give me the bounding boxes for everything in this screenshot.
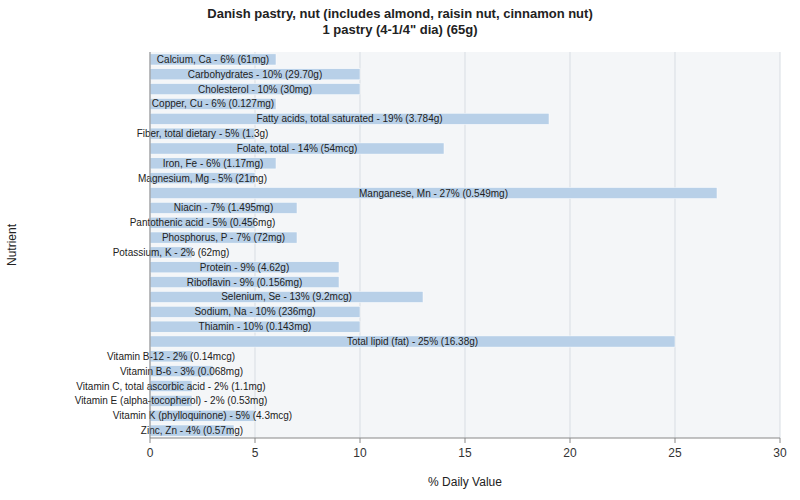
category-label: Phosphorus, P - 7% (72mg) — [162, 232, 285, 243]
category-label: Folate, total - 14% (54mcg) — [237, 143, 358, 154]
y-axis-line — [150, 52, 151, 438]
category-label: Cholesterol - 10% (30mg) — [198, 84, 312, 95]
x-tick-label: 20 — [563, 446, 577, 460]
category-label: Riboflavin - 9% (0.156mg) — [187, 277, 303, 288]
bar — [150, 84, 360, 95]
bar — [150, 54, 276, 65]
category-label: Potassium, K - 2% (62mg) — [113, 247, 230, 258]
bar — [150, 336, 675, 347]
category-label: Niacin - 7% (1.495mg) — [174, 202, 273, 213]
x-tick-label: 0 — [147, 446, 154, 460]
grid-line — [570, 52, 571, 438]
category-label: Fatty acids, total saturated - 19% (3.78… — [256, 113, 442, 124]
category-label: Fiber, total dietary - 5% (1.3g) — [137, 128, 269, 139]
x-axis-label: % Daily Value — [428, 475, 502, 489]
category-label: Total lipid (fat) - 25% (16.38g) — [347, 336, 478, 347]
x-tick — [465, 438, 466, 443]
bar — [150, 277, 339, 288]
grid-line — [150, 52, 151, 438]
category-label: Vitamin C, total ascorbic acid - 2% (1.1… — [76, 381, 265, 392]
category-label: Protein - 9% (4.62g) — [200, 262, 290, 273]
bar — [150, 306, 360, 317]
grid-line — [360, 52, 361, 438]
category-label: Sodium, Na - 10% (236mg) — [194, 306, 315, 317]
category-label: Magnesium, Mg - 5% (21mg) — [138, 173, 267, 184]
category-label: Selenium, Se - 13% (9.2mcg) — [221, 291, 352, 302]
x-tick-label: 30 — [773, 446, 787, 460]
bar — [150, 262, 339, 273]
category-label: Vitamin K (phylloquinone) - 5% (4.3mcg) — [113, 410, 292, 421]
category-label: Vitamin B-12 - 2% (0.14mcg) — [107, 351, 235, 362]
category-label: Vitamin B-6 - 3% (0.068mg) — [120, 366, 243, 377]
bar — [150, 98, 276, 109]
grid-line — [465, 52, 466, 438]
x-tick-label: 25 — [668, 446, 682, 460]
bar — [150, 291, 423, 302]
category-label: Manganese, Mn - 27% (0.549mg) — [359, 188, 508, 199]
category-label: Thiamin - 10% (0.143mg) — [199, 321, 312, 332]
bar — [150, 202, 297, 213]
x-tick — [360, 438, 361, 443]
bar — [150, 113, 549, 124]
bar — [150, 158, 276, 169]
x-tick-label: 15 — [458, 446, 472, 460]
bars — [150, 54, 717, 436]
x-tick-label: 5 — [252, 446, 259, 460]
bar — [150, 232, 297, 243]
category-label: Carbohydrates - 10% (29.70g) — [188, 69, 323, 80]
chart: Calcium, Ca - 6% (61mg) Carbohydrates - 1… — [0, 0, 800, 500]
bar — [150, 143, 444, 154]
axes: 0 5 10 15 20 25 30 — [147, 52, 787, 460]
grid-line — [675, 52, 676, 438]
category-label: Copper, Cu - 6% (0.127mg) — [152, 98, 274, 109]
bar — [150, 187, 717, 198]
x-tick — [675, 438, 676, 443]
title-line: Danish pastry, nut (includes almond, rai… — [207, 6, 592, 21]
x-tick — [150, 438, 151, 443]
x-tick-label: 10 — [353, 446, 367, 460]
category-label: Vitamin E (alpha-tocopherol) - 2% (0.53m… — [75, 395, 268, 406]
bar — [150, 69, 360, 80]
y-axis-label: Nutrient — [5, 223, 19, 266]
category-label: Zinc, Zn - 4% (0.57mg) — [141, 425, 243, 436]
category-label: Pantothenic acid - 5% (0.456mg) — [130, 217, 276, 228]
grid-line — [780, 52, 781, 438]
x-tick — [780, 438, 781, 443]
bar — [150, 321, 360, 332]
title: Danish pastry, nut (includes almond, rai… — [207, 6, 592, 37]
title-line: 1 pastry (4-1/4" dia) (65g) — [323, 22, 478, 37]
category-label: Iron, Fe - 6% (1.17mg) — [163, 158, 264, 169]
bar-labels: Calcium, Ca - 6% (61mg) Carbohydrates - 1… — [75, 54, 508, 436]
category-label: Calcium, Ca - 6% (61mg) — [157, 54, 269, 65]
x-tick — [255, 438, 256, 443]
x-tick — [570, 438, 571, 443]
